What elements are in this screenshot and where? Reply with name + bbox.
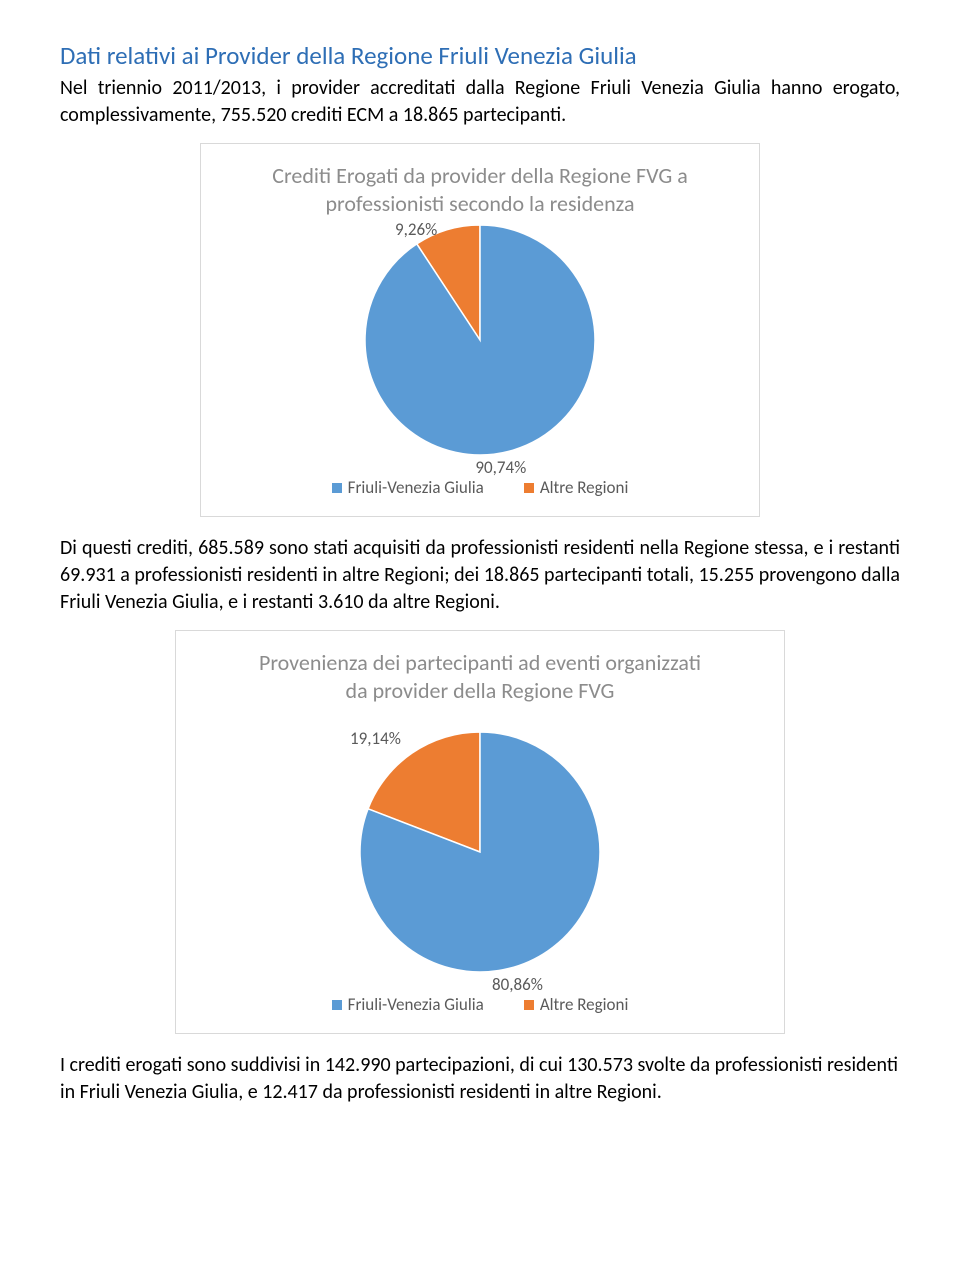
chart1-pie-area: 9,26% 90,74%: [365, 225, 595, 463]
chart1-legend-label-altre: Altre Regioni: [540, 477, 629, 498]
paragraph-3: I crediti erogati sono suddivisi in 142.…: [60, 1052, 900, 1106]
chart1-legend-label-fvg: Friuli-Venezia Giulia: [348, 477, 484, 498]
legend-swatch-icon: [524, 1000, 534, 1010]
legend-swatch-icon: [332, 1000, 342, 1010]
chart1-legend: Friuli-Venezia Giulia Altre Regioni: [217, 477, 743, 498]
chart2-legend-item-altre: Altre Regioni: [524, 994, 629, 1015]
chart1-title-line1: Crediti Erogati da provider della Region…: [272, 162, 687, 189]
chart1-title-line2: professionisti secondo la residenza: [325, 190, 634, 217]
chart1-legend-item-altre: Altre Regioni: [524, 477, 629, 498]
chart2-label-fvg: 80,86%: [492, 974, 543, 995]
chart-provenienza-partecipanti: Provenienza dei partecipanti ad eventi o…: [175, 630, 785, 1034]
chart1-legend-item-fvg: Friuli-Venezia Giulia: [332, 477, 484, 498]
chart-crediti-erogati: Crediti Erogati da provider della Region…: [200, 143, 760, 517]
chart2-legend-label-altre: Altre Regioni: [540, 994, 629, 1015]
chart2-label-altre: 19,14%: [350, 728, 401, 749]
chart2-pie: [360, 732, 600, 972]
chart1-label-fvg: 90,74%: [475, 457, 526, 478]
paragraph-1: Nel triennio 2011/2013, i provider accre…: [60, 75, 900, 129]
chart1-label-altre: 9,26%: [395, 219, 437, 240]
chart1-pie: [365, 225, 595, 455]
chart2-title-line1: Provenienza dei partecipanti ad eventi o…: [259, 649, 701, 676]
chart2-title-line2: da provider della Regione FVG: [346, 677, 615, 704]
chart2-title: Provenienza dei partecipanti ad eventi o…: [192, 649, 768, 704]
legend-swatch-icon: [524, 483, 534, 493]
legend-swatch-icon: [332, 483, 342, 493]
page-heading: Dati relativi ai Provider della Regione …: [60, 40, 900, 71]
chart2-pie-area: 19,14% 80,86%: [360, 732, 600, 980]
chart2-legend: Friuli-Venezia Giulia Altre Regioni: [192, 994, 768, 1015]
chart1-title: Crediti Erogati da provider della Region…: [217, 162, 743, 217]
paragraph-2: Di questi crediti, 685.589 sono stati ac…: [60, 535, 900, 616]
chart2-legend-label-fvg: Friuli-Venezia Giulia: [348, 994, 484, 1015]
chart2-legend-item-fvg: Friuli-Venezia Giulia: [332, 994, 484, 1015]
